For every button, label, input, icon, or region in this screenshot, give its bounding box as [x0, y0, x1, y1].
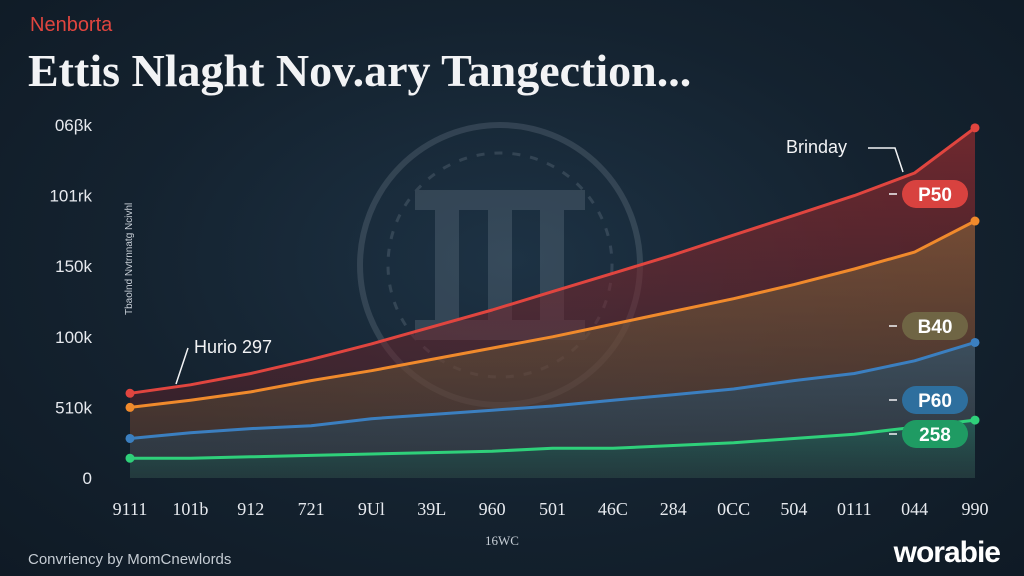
- x-tick-label: 912: [237, 499, 264, 519]
- x-tick-label: 0CC: [717, 499, 750, 519]
- y-tick-label: 0: [83, 469, 92, 488]
- legend-badge-p50: P50: [889, 180, 968, 208]
- x-tick-label: 284: [660, 499, 687, 519]
- legend-badge-b40: B40: [889, 312, 968, 340]
- data-point-b40-14: [970, 216, 980, 226]
- x-tick-label: 721: [298, 499, 325, 519]
- series-line-b40: [129, 219, 976, 409]
- data-point-p50-14: [970, 123, 980, 133]
- badge-label: B40: [918, 317, 953, 338]
- x-tick-label: 960: [479, 499, 506, 519]
- x-axis-label: 16WC: [485, 533, 519, 548]
- x-tick-label: 46C: [598, 499, 628, 519]
- series-line-p60: [129, 340, 976, 440]
- x-tick-label: 504: [780, 499, 807, 519]
- annotation-hurio-label: Hurio 297: [194, 337, 272, 357]
- badge-pill: [902, 386, 968, 414]
- series-line-p50: [129, 126, 976, 395]
- badge-label: P50: [918, 185, 952, 206]
- x-tick-label: 044: [901, 499, 928, 519]
- annotation-hurio: Hurio 297: [175, 337, 272, 385]
- badge-pill: [902, 420, 968, 448]
- data-point-258-14: [970, 415, 980, 425]
- y-tick-label: 100k: [55, 328, 92, 347]
- badge-pill: [902, 180, 968, 208]
- data-point-p50-0: [125, 388, 135, 398]
- y-tick-label: 06βk: [55, 116, 93, 135]
- x-tick-label: 9111: [113, 499, 148, 519]
- footer-credit: Convriency by MomCnewlords: [28, 551, 232, 568]
- data-point-p60-14: [970, 337, 980, 347]
- legend-badge-258: 258: [889, 420, 968, 448]
- data-point-p60-0: [125, 433, 135, 443]
- annotation-brinday: Brinday: [786, 137, 904, 173]
- badge-label: P60: [918, 391, 952, 412]
- badge-label: 258: [919, 425, 951, 446]
- legend-badge-p60: P60: [889, 386, 968, 414]
- chart-kicker: Nenborta: [30, 14, 113, 36]
- chart-title: Ettis Nlaght Nov.ary Tangection...: [28, 45, 692, 96]
- y-axis-label: Tbaolnd Nvtrnnatg Ncivhl: [124, 203, 135, 315]
- y-tick-label: 101rk: [49, 187, 92, 206]
- x-tick-label: 101b: [172, 499, 208, 519]
- series-line-258: [130, 418, 976, 460]
- data-point-b40-0: [125, 402, 135, 412]
- x-tick-label: 9Ul: [358, 499, 385, 519]
- data-point-258-0: [125, 453, 135, 463]
- annotation-brinday-label: Brinday: [786, 137, 847, 157]
- x-tick-label: 990: [962, 499, 989, 519]
- x-tick-label: 0111: [837, 499, 872, 519]
- brand-logo: worabie: [893, 536, 1001, 569]
- x-tick-label: 39L: [417, 499, 446, 519]
- badge-pill: [902, 312, 968, 340]
- x-tick-label: 501: [539, 499, 566, 519]
- y-tick-label: 510k: [55, 398, 92, 417]
- y-tick-label: 150k: [55, 257, 92, 276]
